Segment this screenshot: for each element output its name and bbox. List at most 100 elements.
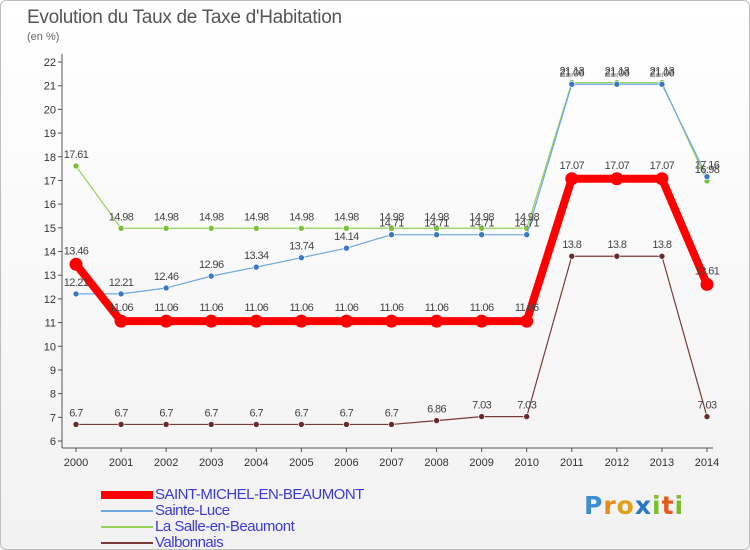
y-tick-label: 21: [44, 81, 56, 93]
data-point: [655, 172, 669, 186]
data-point: [658, 80, 666, 88]
y-tick-label: 22: [44, 57, 56, 69]
y-tick-label: 19: [44, 128, 56, 140]
x-tick-label: 2006: [334, 457, 358, 469]
data-point: [162, 284, 170, 292]
data-label: 11.06: [109, 302, 133, 314]
y-tick-label: 20: [44, 104, 56, 116]
data-point: [430, 314, 444, 328]
data-label: 17.07: [605, 160, 630, 172]
data-point: [613, 252, 621, 260]
y-tick-label: 12: [44, 294, 56, 306]
data-point: [658, 252, 666, 260]
data-point: [433, 224, 440, 232]
data-label: 14.71: [379, 218, 404, 230]
data-point: [520, 314, 534, 328]
data-point: [703, 413, 711, 420]
data-label: 14.71: [514, 218, 539, 230]
data-label: 13.46: [64, 245, 89, 257]
data-point: [159, 314, 173, 328]
data-point: [162, 421, 170, 428]
data-label: 17.16: [695, 160, 720, 172]
data-label: 12.21: [64, 277, 89, 289]
data-label: 13.74: [289, 241, 314, 253]
y-tick-label: 6: [50, 436, 56, 448]
data-point: [385, 314, 398, 328]
data-label: 13.34: [244, 250, 269, 262]
data-label: 13.8: [652, 239, 671, 251]
data-point: [388, 231, 395, 238]
data-point: [565, 172, 579, 186]
data-point: [114, 314, 128, 328]
data-point: [162, 224, 170, 232]
data-point: [388, 421, 395, 428]
data-label: 7.03: [517, 400, 536, 412]
data-point: [475, 314, 489, 328]
data-point: [700, 277, 714, 291]
data-point: [298, 254, 305, 261]
data-point: [69, 257, 83, 271]
data-label: 16.98: [695, 164, 720, 176]
data-point: [72, 290, 80, 298]
x-tick-label: 2011: [560, 457, 584, 469]
data-label: 14.98: [154, 211, 179, 223]
data-point: [207, 224, 215, 232]
y-tick-label: 11: [45, 318, 56, 330]
chart-title: Evolution du Taux de Taxe d'Habitation: [27, 7, 342, 28]
data-point: [72, 162, 80, 170]
x-tick-label: 2002: [154, 457, 178, 469]
data-label: 11.06: [380, 302, 404, 314]
x-tick-label: 2009: [469, 457, 493, 469]
legend-label: SAINT-MICHEL-EN-BEAUMONT: [155, 486, 364, 503]
y-tick-label: 13: [44, 270, 56, 282]
data-label: 13.8: [562, 239, 581, 251]
data-point: [117, 224, 125, 232]
data-point: [117, 421, 125, 428]
data-label: 14.98: [424, 211, 449, 223]
legend-swatch: [101, 542, 153, 544]
legend-swatch: [101, 510, 153, 512]
data-point: [610, 172, 624, 186]
data-label: 11.06: [199, 302, 223, 314]
data-label: 17.07: [650, 160, 675, 172]
data-label: 7.03: [697, 400, 716, 412]
data-label: 14.98: [289, 211, 314, 223]
y-tick-label: 7: [50, 412, 56, 424]
data-point: [294, 314, 308, 328]
data-label: 13.8: [607, 239, 626, 251]
data-point: [298, 224, 305, 232]
data-label: 11.06: [289, 302, 313, 314]
data-point: [388, 224, 395, 232]
data-label: 14.98: [199, 211, 224, 223]
data-label: 21.06: [650, 67, 675, 79]
data-label: 21.06: [605, 67, 630, 79]
data-label: 11.06: [470, 302, 494, 314]
data-point: [117, 290, 125, 298]
data-point: [252, 263, 260, 271]
y-tick-label: 18: [44, 152, 56, 164]
y-tick-label: 16: [44, 199, 56, 211]
data-point: [568, 252, 576, 260]
data-label: 12.61: [695, 265, 720, 277]
data-label: 11.06: [154, 302, 178, 314]
data-label: 11.06: [515, 302, 539, 314]
data-label: 6.7: [340, 407, 354, 419]
data-point: [433, 417, 440, 424]
data-point: [613, 80, 621, 88]
data-label: 14.98: [379, 211, 404, 223]
series-line-2: [75, 82, 708, 229]
data-point: [207, 272, 215, 280]
data-label: 21.13: [560, 66, 585, 78]
data-point: [343, 224, 350, 232]
data-label: 14.98: [109, 211, 134, 223]
data-label: 11.06: [335, 302, 359, 314]
data-label: 17.61: [64, 149, 89, 161]
data-label: 6.7: [204, 407, 218, 419]
data-label: 14.14: [334, 231, 359, 243]
data-label: 6.7: [114, 407, 128, 419]
data-label: 14.98: [469, 211, 494, 223]
data-point: [478, 413, 485, 420]
y-tick-label: 9: [50, 365, 56, 377]
data-point: [568, 80, 576, 88]
